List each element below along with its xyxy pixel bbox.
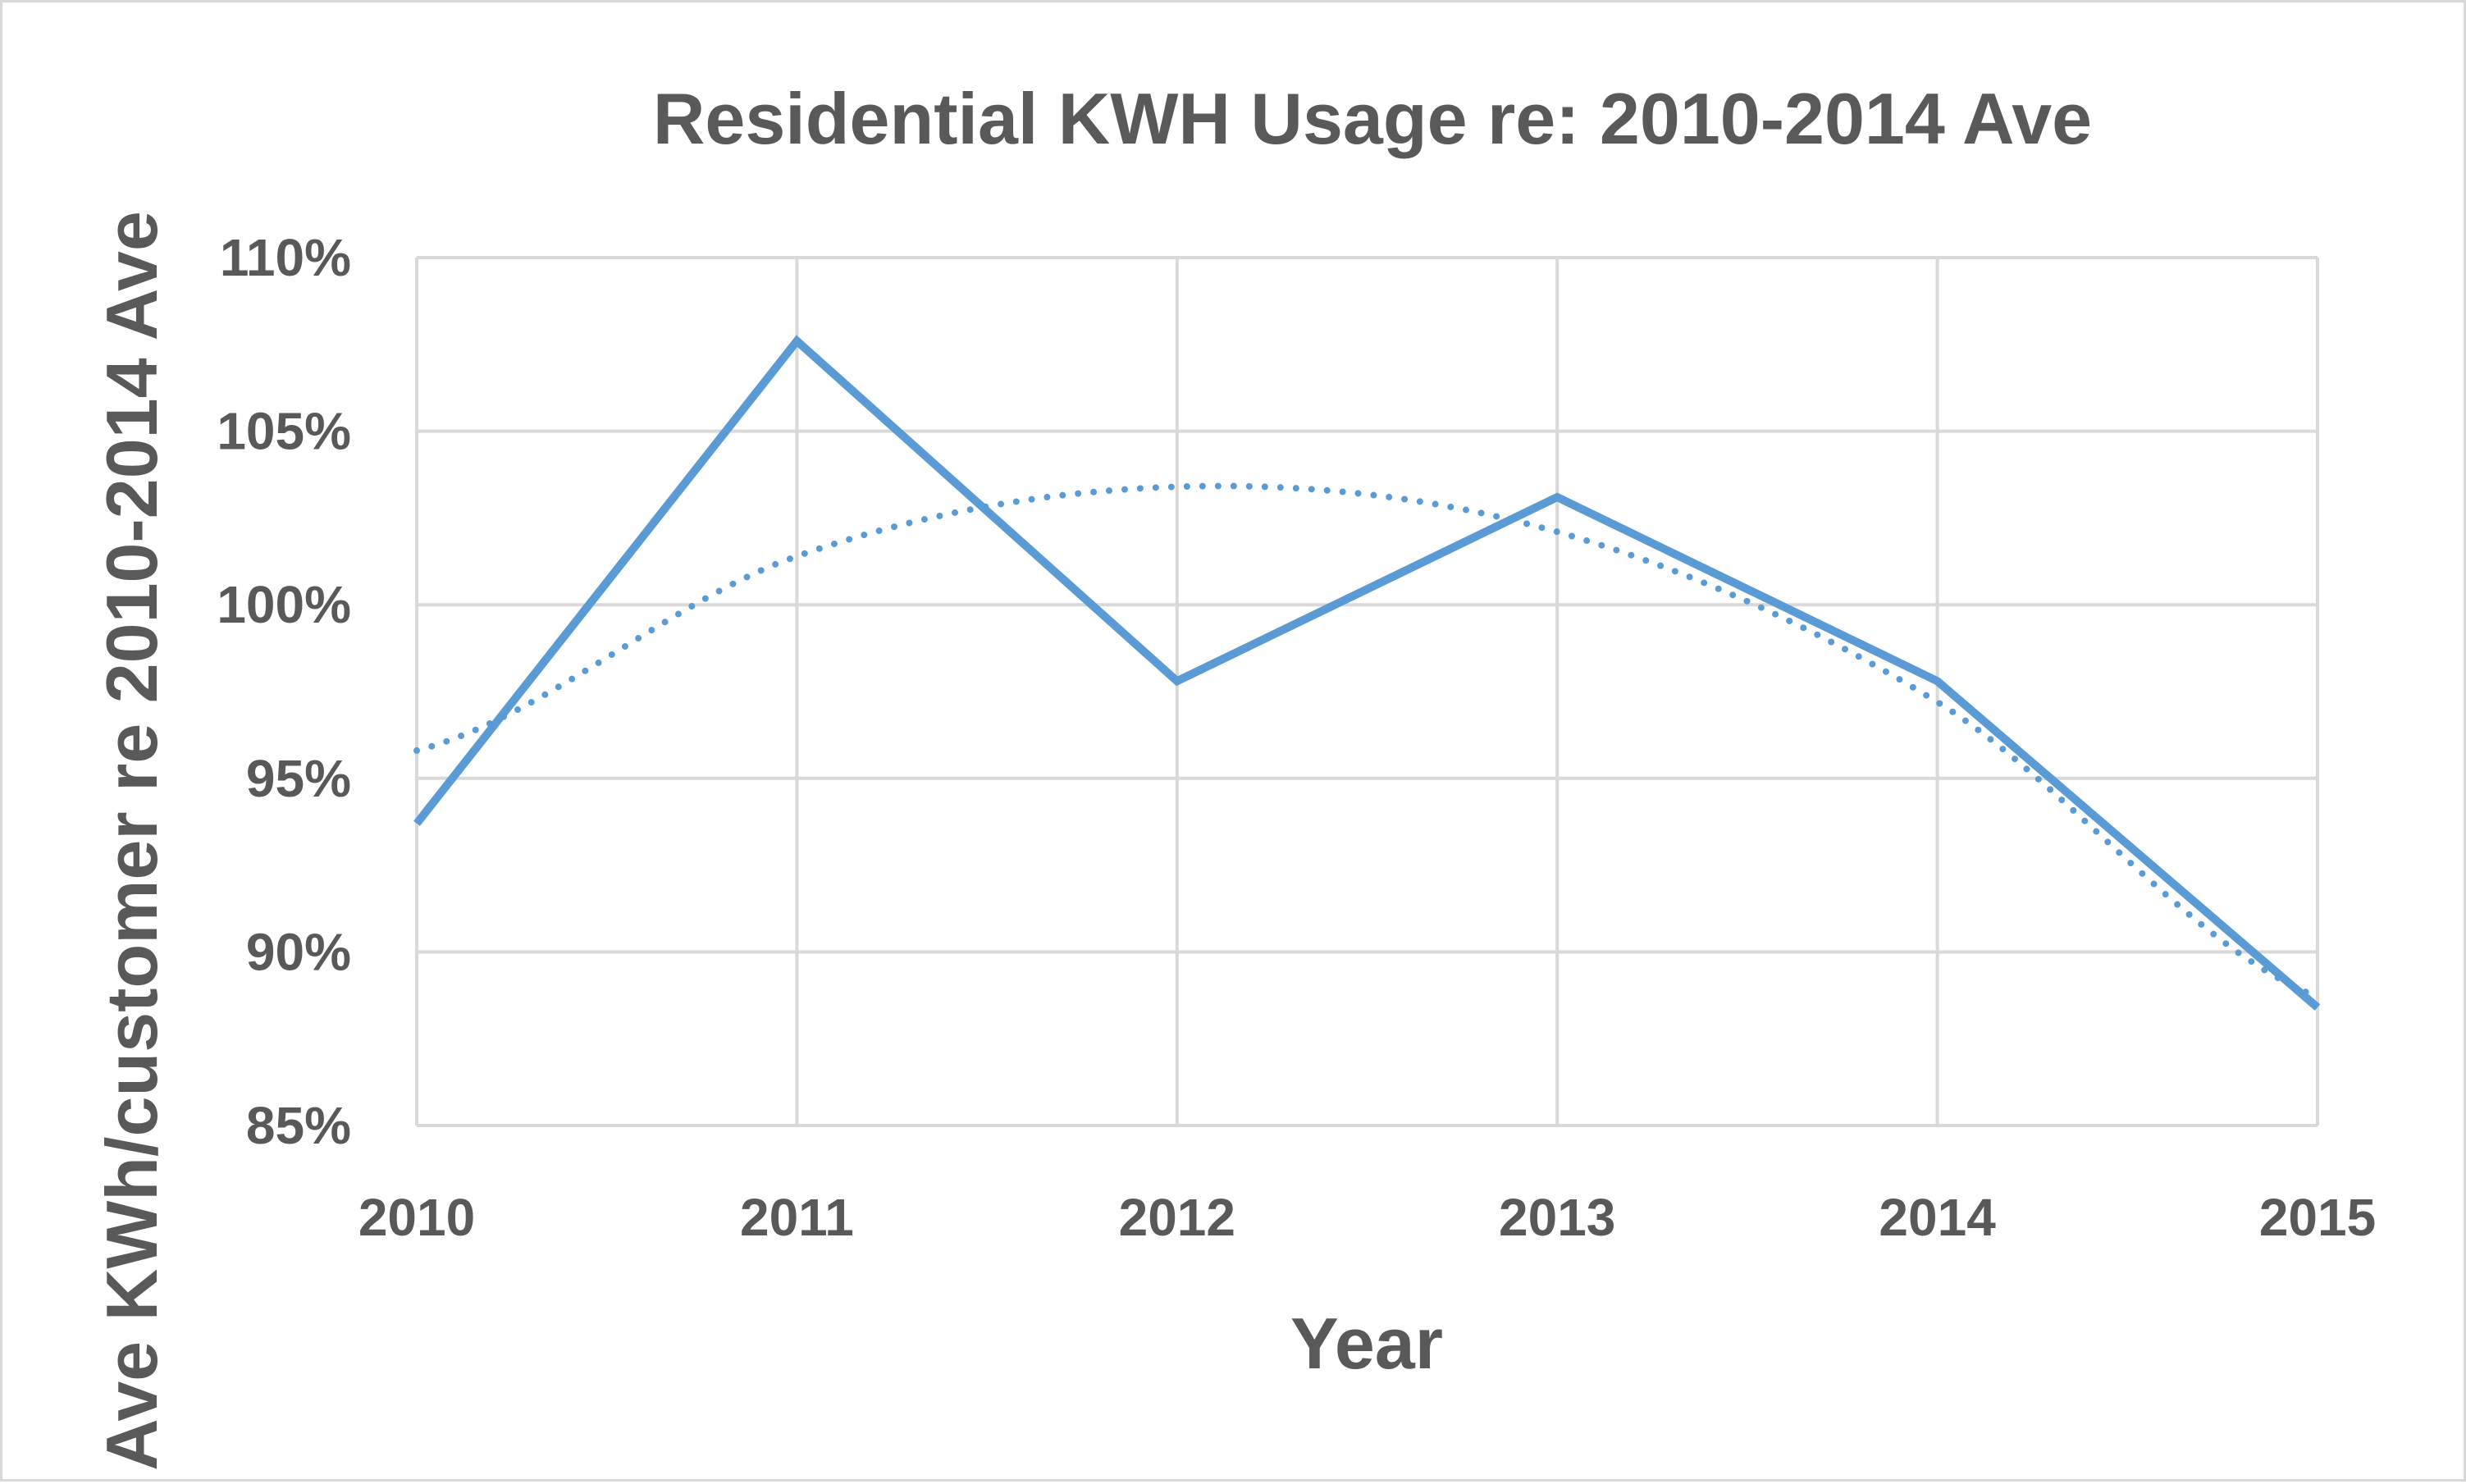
y-tick-label: 110% [220,228,351,287]
x-axis-ticks: 2010 2011 2012 2013 2014 2015 [358,1188,2376,1247]
x-tick-label: 2010 [358,1188,475,1247]
chart-title: Residential KWH Usage re: 2010-2014 Ave [653,78,2092,159]
series-lines [417,340,2318,1007]
x-tick-label: 2011 [740,1188,854,1247]
x-axis-title: Year [1290,1303,1443,1384]
y-tick-label: 85% [246,1096,351,1155]
y-axis-ticks: 110% 105% 100% 95% 90% 85% [217,228,351,1155]
grid-lines [417,258,2318,1126]
series-line [417,341,2318,1008]
y-tick-label: 90% [246,922,351,981]
y-axis-title: Ave KWh/customer re 2010-2014 Ave [91,211,172,1471]
x-tick-label: 2013 [1499,1188,1615,1247]
trendline-dotted [417,486,2318,998]
x-tick-label: 2012 [1119,1188,1235,1247]
y-tick-label: 95% [246,749,351,808]
y-tick-label: 105% [217,402,351,461]
x-tick-label: 2014 [1879,1188,1996,1247]
x-tick-label: 2015 [2259,1188,2376,1247]
y-tick-label: 100% [217,575,351,634]
